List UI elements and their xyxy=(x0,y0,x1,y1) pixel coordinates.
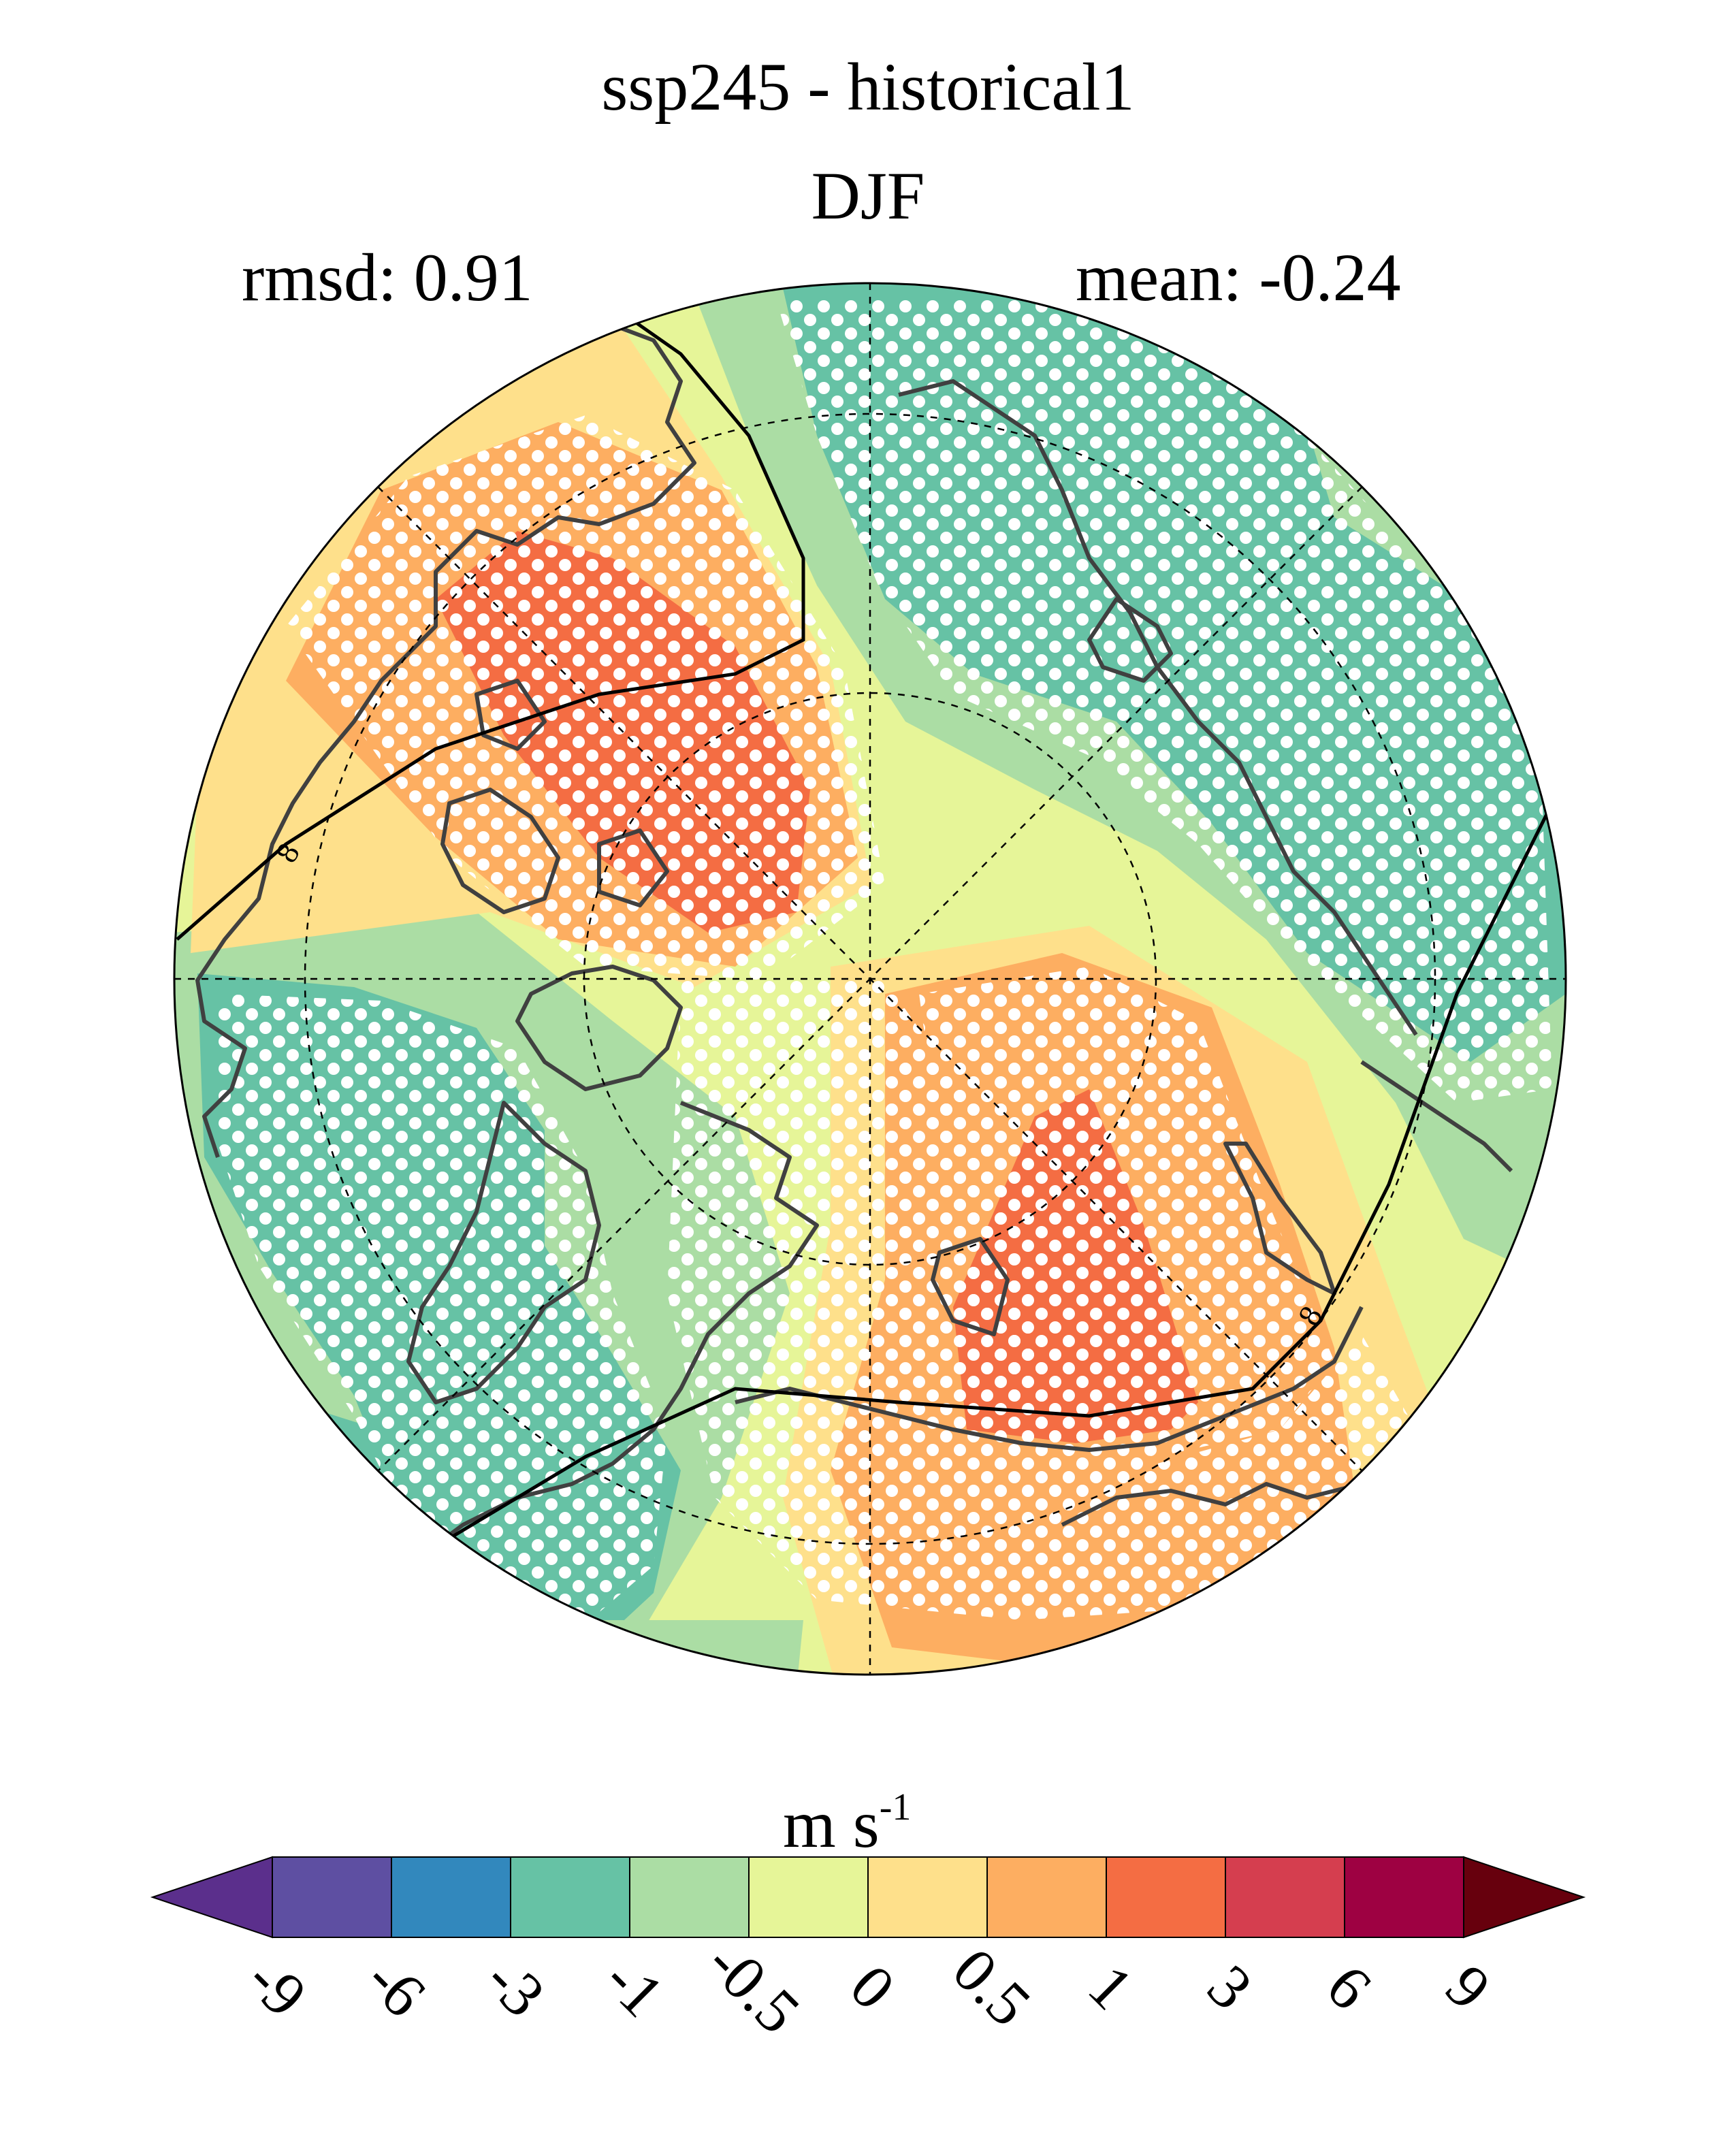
coastlines xyxy=(195,318,1513,1568)
graticule xyxy=(174,283,1566,1675)
graticule-meridian-diagonal-b xyxy=(377,486,1363,1472)
colorbar-box xyxy=(272,1856,392,1938)
colorbar-box xyxy=(510,1856,630,1938)
colorbar-tick-label: 6 xyxy=(1314,1952,1385,2023)
colorbar-box xyxy=(1225,1856,1345,1938)
colorbar-extend-over xyxy=(1463,1856,1586,1939)
contour-west xyxy=(176,304,805,941)
colorbar-tick-label: -9 xyxy=(234,1944,320,2030)
coastline-arctic-islands xyxy=(440,679,669,914)
mean-value: mean: -0.24 xyxy=(1076,240,1401,315)
polar-map: 8 8 xyxy=(173,282,1567,1676)
colorbar-extend-under xyxy=(150,1856,273,1939)
coastline-asia xyxy=(735,1306,1364,1452)
units-label: m s-1 xyxy=(783,1788,911,1858)
colorbar-box xyxy=(1344,1856,1464,1938)
units-base: m s xyxy=(783,1786,880,1862)
rmsd-value: rmsd: 0.91 xyxy=(242,240,533,315)
colorbar-tick-label: 0 xyxy=(837,1952,909,2023)
colorbar-tick-label: -1 xyxy=(592,1944,677,2030)
colorbar-tick-label: -3 xyxy=(472,1944,558,2030)
colorbar-box xyxy=(986,1856,1107,1938)
coastline-siberia-east xyxy=(1360,1060,1513,1173)
coastline-greenland xyxy=(515,965,683,1091)
map-field xyxy=(174,283,1566,1675)
plot-title: ssp245 - historical1 xyxy=(601,49,1135,125)
colorbar-box xyxy=(391,1856,511,1938)
colorbar-box xyxy=(748,1856,869,1938)
coastline-svalbard xyxy=(931,1237,1010,1336)
colorbar-box xyxy=(629,1856,750,1938)
colorbar-box xyxy=(867,1856,988,1938)
colorbar-tick-label: 1 xyxy=(1076,1952,1147,2023)
season-subtitle: DJF xyxy=(811,158,925,233)
colorbar-tick-label: 3 xyxy=(1195,1952,1266,2023)
coastline-europe xyxy=(407,1101,819,1568)
coastline-scandinavia xyxy=(406,1101,601,1404)
coastline-canada-east xyxy=(898,379,1418,1036)
colorbar-tick-label: -6 xyxy=(353,1944,439,2030)
colorbar-tick-label: 0.5 xyxy=(939,1935,1044,2039)
colorbar-box xyxy=(1106,1856,1226,1938)
zero-contours xyxy=(176,304,1554,1540)
colorbar-tick-label: -0.5 xyxy=(694,1927,813,2046)
units-exponent: -1 xyxy=(879,1786,912,1828)
contour-east xyxy=(448,802,1554,1540)
coastline-north-america xyxy=(195,318,696,1158)
coastline-alaska xyxy=(1087,597,1173,683)
colorbar-tick-label: 9 xyxy=(1433,1952,1505,2023)
graticule-lat-outer xyxy=(304,413,1436,1545)
map-border xyxy=(173,282,1567,1676)
colorbar-labels: -9 -6 -3 -1 -0.5 0 0.5 1 3 6 9 xyxy=(234,1927,1504,2046)
colorbar: -9 -6 -3 -1 -0.5 0 0.5 1 3 6 9 xyxy=(150,1856,1586,2047)
colorbar-boxes xyxy=(150,1856,1586,1939)
